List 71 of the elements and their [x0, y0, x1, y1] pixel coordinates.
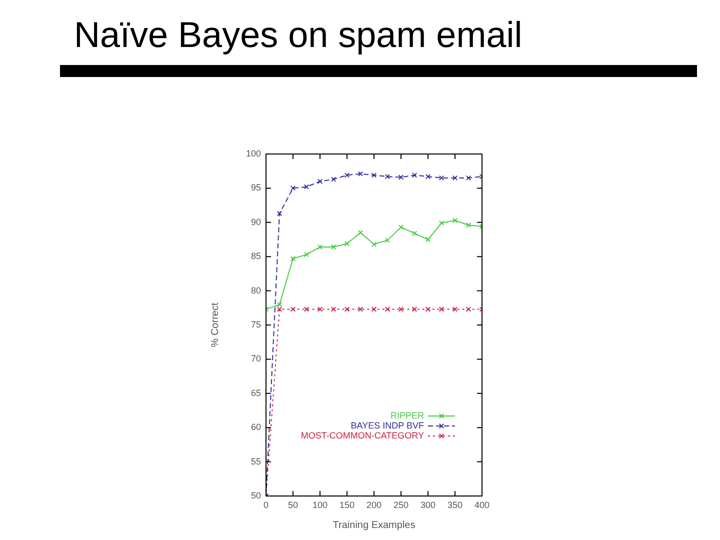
- point: [330, 176, 336, 182]
- y-tick-label: 95: [250, 182, 261, 193]
- point: [276, 210, 282, 216]
- point: [398, 224, 404, 230]
- y-tick-label: 50: [250, 490, 261, 500]
- y-tick-label: 65: [250, 388, 261, 398]
- y-tick-label: 90: [250, 216, 261, 227]
- y-axis-title: % Correct: [210, 302, 221, 348]
- x-tick-label: 150: [339, 500, 355, 510]
- legend-label: RIPPER: [390, 410, 424, 420]
- point: [384, 174, 390, 180]
- point: [466, 222, 472, 228]
- point: [425, 306, 431, 312]
- point: [276, 306, 282, 312]
- point: [304, 184, 310, 190]
- point: [371, 242, 377, 247]
- point: [425, 174, 431, 180]
- point: [330, 244, 336, 250]
- point: [452, 218, 458, 223]
- point: [330, 306, 336, 312]
- point: [398, 174, 404, 180]
- point: [384, 238, 390, 243]
- point: [317, 306, 323, 312]
- point: [371, 306, 377, 312]
- y-tick-label: 85: [250, 251, 261, 262]
- y-tick-label: 80: [250, 285, 261, 296]
- point: [438, 220, 444, 226]
- point: [412, 230, 418, 236]
- point: [344, 172, 350, 178]
- point: [425, 236, 431, 242]
- point: [290, 306, 296, 312]
- legend-label: MOST-COMMON-CATEGORY: [300, 430, 424, 440]
- x-tick-label: 400: [474, 500, 490, 510]
- point: [304, 306, 310, 312]
- point: [344, 306, 350, 312]
- x-tick-label: 300: [420, 500, 436, 510]
- point: [452, 306, 458, 312]
- y-tick-label: 70: [250, 354, 261, 364]
- point: [358, 306, 364, 312]
- x-tick-label: 0: [263, 500, 269, 510]
- point: [304, 252, 310, 258]
- point: [438, 175, 444, 181]
- y-tick-label: 55: [250, 456, 261, 466]
- legend-label: BAYES INDP BVF: [350, 420, 424, 430]
- point: [276, 302, 282, 308]
- x-tick-label: 100: [312, 500, 328, 510]
- point: [466, 175, 472, 181]
- point: [344, 240, 350, 246]
- x-tick-label: 350: [447, 500, 463, 510]
- point: [290, 186, 296, 191]
- x-tick-label: 200: [366, 500, 382, 510]
- point: [384, 306, 390, 312]
- x-axis-title: Training Examples: [332, 520, 416, 531]
- point: [412, 172, 418, 178]
- y-tick-label: 100: [246, 148, 261, 158]
- point: [438, 306, 444, 312]
- point: [358, 171, 364, 176]
- point: [317, 178, 323, 184]
- point: [290, 256, 296, 262]
- y-tick-label: 60: [250, 422, 261, 432]
- x-tick-label: 50: [288, 500, 298, 510]
- point: [412, 306, 418, 312]
- point: [452, 175, 458, 181]
- point: [358, 230, 364, 236]
- y-tick-label: 75: [250, 319, 261, 330]
- point: [398, 306, 404, 312]
- chart-title: Naïve Bayes on spam email: [74, 14, 522, 56]
- x-tick-label: 250: [393, 500, 409, 510]
- point: [317, 244, 323, 250]
- point: [466, 306, 472, 312]
- point: [371, 172, 377, 178]
